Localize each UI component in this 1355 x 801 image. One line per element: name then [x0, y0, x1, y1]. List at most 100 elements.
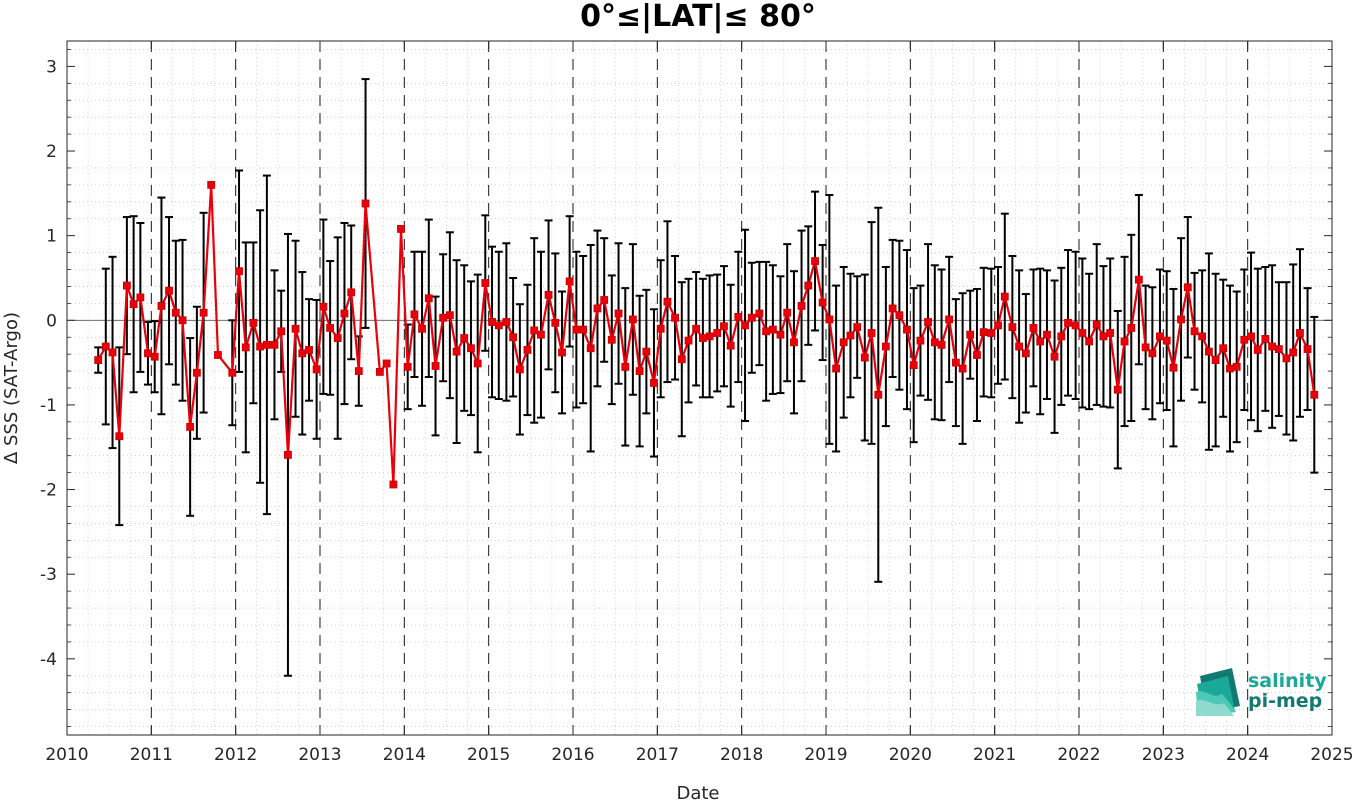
data-marker: [199, 308, 208, 317]
data-marker: [144, 349, 152, 358]
data-marker: [832, 364, 841, 373]
data-marker: [565, 277, 574, 286]
data-marker: [277, 327, 286, 336]
data-marker: [186, 423, 195, 431]
data-marker: [122, 281, 131, 290]
data-marker: [108, 348, 117, 357]
data-marker: [1000, 292, 1009, 301]
x-tick-labels: 2010 2011 2012 2013 2014 2015 2016 2017 2018 2019…: [45, 745, 1353, 765]
data-marker: [452, 347, 461, 356]
data-marker: [298, 349, 307, 358]
data-marker: [424, 294, 433, 303]
logo-text-salinity: salinity: [1248, 670, 1327, 692]
data-marker: [530, 326, 539, 335]
data-marker: [1232, 362, 1241, 371]
data-marker: [874, 390, 883, 399]
data-marker: [228, 368, 237, 377]
data-marker: [1120, 337, 1129, 346]
data-marker: [846, 331, 855, 340]
data-marker: [1156, 332, 1164, 341]
data-marker: [284, 450, 292, 459]
data-marker: [207, 180, 216, 189]
data-marker: [973, 351, 981, 359]
data-marker: [1036, 337, 1045, 346]
data-marker: [621, 362, 630, 371]
data-marker: [129, 300, 138, 309]
data-markers: [94, 180, 1319, 489]
data-marker: [178, 316, 187, 325]
data-marker: [494, 321, 503, 330]
data-marker: [171, 308, 180, 317]
x-tick-label: 2023: [1142, 745, 1185, 765]
data-marker: [783, 308, 792, 317]
data-marker: [1303, 345, 1312, 353]
data-marker: [692, 324, 701, 333]
data-marker: [473, 359, 482, 368]
data-marker: [593, 304, 602, 313]
data-marker: [1106, 329, 1115, 337]
data-marker: [797, 302, 806, 310]
data-marker: [354, 367, 363, 375]
data-marker: [382, 359, 391, 368]
data-marker: [1211, 356, 1220, 364]
data-marker: [1148, 349, 1157, 358]
data-marker: [1190, 327, 1199, 336]
data-marker: [607, 335, 616, 344]
data-marker: [867, 329, 876, 337]
x-axis-label: Date: [676, 783, 719, 801]
data-marker: [1261, 335, 1270, 343]
data-marker: [326, 324, 335, 332]
data-marker: [1162, 336, 1171, 345]
data-marker: [903, 325, 911, 334]
y-tick-label: -3: [40, 565, 57, 585]
data-marker: [1268, 342, 1277, 351]
data-marker: [418, 324, 426, 333]
data-marker: [1204, 347, 1213, 356]
data-marker: [677, 355, 686, 364]
data-marker: [600, 296, 609, 304]
data-marker: [937, 340, 946, 349]
data-marker: [544, 291, 553, 299]
data-marker: [1240, 335, 1249, 344]
x-tick-label: 2024: [1226, 745, 1269, 765]
x-tick-label: 2014: [383, 745, 426, 765]
data-marker: [235, 267, 243, 276]
data-marker: [291, 324, 300, 333]
data-marker: [445, 311, 454, 320]
data-marker: [389, 480, 398, 489]
data-marker: [909, 361, 918, 370]
data-marker: [951, 358, 960, 367]
data-marker: [1015, 342, 1024, 351]
x-tick-label: 2022: [1057, 745, 1100, 765]
data-marker: [1064, 318, 1072, 327]
x-tick-label: 2011: [130, 745, 173, 765]
data-marker: [734, 313, 743, 321]
salinity-pi-mep-logo: salinity pi-mep: [1196, 668, 1327, 716]
data-marker: [333, 334, 342, 342]
data-marker: [966, 330, 975, 339]
data-marker: [403, 362, 412, 371]
data-marker: [1247, 332, 1255, 341]
data-marker: [101, 342, 110, 351]
data-marker: [439, 313, 448, 322]
data-marker: [1134, 275, 1143, 284]
data-marker: [94, 356, 103, 364]
x-tick-label: 2010: [45, 745, 88, 765]
x-tick-label: 2013: [298, 745, 341, 765]
data-marker: [115, 432, 124, 441]
data-marker: [579, 325, 588, 334]
data-marker: [720, 322, 728, 331]
data-marker: [1029, 324, 1038, 332]
data-marker: [1177, 315, 1185, 324]
x-tick-label: 2016: [551, 745, 594, 765]
data-marker: [1057, 332, 1066, 341]
data-marker: [888, 304, 897, 313]
data-marker: [502, 318, 511, 326]
data-marker: [515, 365, 524, 374]
data-marker: [979, 328, 988, 337]
data-marker: [551, 318, 560, 327]
data-marker: [924, 318, 932, 326]
x-tick-label: 2017: [636, 745, 679, 765]
minor-grid: [67, 41, 1332, 735]
